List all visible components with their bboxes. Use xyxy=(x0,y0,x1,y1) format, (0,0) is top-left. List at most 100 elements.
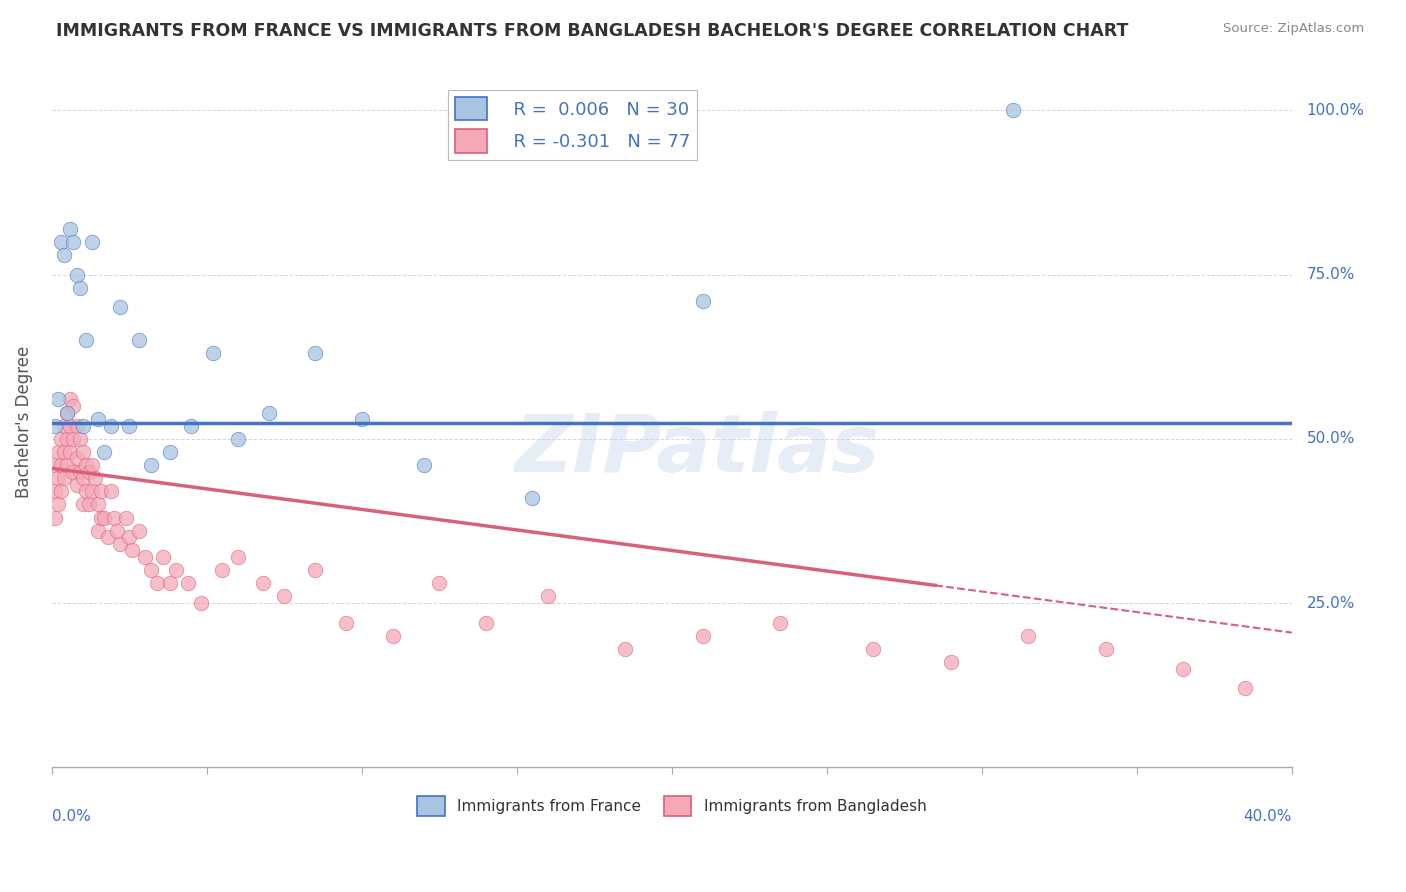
Point xyxy=(93,510,115,524)
Point xyxy=(80,484,103,499)
Text: 100.0%: 100.0% xyxy=(1306,103,1365,118)
Point xyxy=(159,576,181,591)
Point xyxy=(304,346,326,360)
Point xyxy=(128,524,150,538)
Point xyxy=(273,590,295,604)
Point xyxy=(211,563,233,577)
Point xyxy=(56,432,79,446)
Point xyxy=(80,235,103,249)
Point xyxy=(180,418,202,433)
Point xyxy=(226,432,249,446)
Point xyxy=(46,498,69,512)
Point xyxy=(75,333,97,347)
Text: ZIPatlas: ZIPatlas xyxy=(515,411,879,489)
Point xyxy=(152,549,174,564)
Point xyxy=(53,471,76,485)
Point xyxy=(77,465,100,479)
Legend: Immigrants from France, Immigrants from Bangladesh: Immigrants from France, Immigrants from … xyxy=(411,789,932,822)
Point xyxy=(257,405,280,419)
Point xyxy=(159,445,181,459)
Point xyxy=(65,418,87,433)
Point xyxy=(49,432,72,446)
Point xyxy=(44,458,66,472)
Point xyxy=(93,445,115,459)
Point xyxy=(769,615,792,630)
Text: IMMIGRANTS FROM FRANCE VS IMMIGRANTS FROM BANGLADESH BACHELOR'S DEGREE CORRELATI: IMMIGRANTS FROM FRANCE VS IMMIGRANTS FRO… xyxy=(56,22,1129,40)
Point xyxy=(72,498,94,512)
Point xyxy=(46,392,69,407)
Point xyxy=(96,530,118,544)
Point xyxy=(614,642,637,657)
Point xyxy=(69,281,91,295)
Point xyxy=(59,221,82,235)
Point xyxy=(427,576,450,591)
Point xyxy=(49,235,72,249)
Point xyxy=(939,655,962,669)
Point xyxy=(108,301,131,315)
Point xyxy=(165,563,187,577)
Point xyxy=(1094,642,1116,657)
Point xyxy=(69,465,91,479)
Point xyxy=(692,293,714,308)
Point xyxy=(692,629,714,643)
Point xyxy=(59,392,82,407)
Point xyxy=(80,458,103,472)
Point xyxy=(115,510,138,524)
Point xyxy=(108,537,131,551)
Point xyxy=(1173,662,1195,676)
Point xyxy=(1001,103,1024,118)
Text: Source: ZipAtlas.com: Source: ZipAtlas.com xyxy=(1223,22,1364,36)
Text: 25.0%: 25.0% xyxy=(1306,596,1355,610)
Text: 0.0%: 0.0% xyxy=(52,809,90,823)
Point xyxy=(128,333,150,347)
Point xyxy=(87,524,110,538)
Point xyxy=(69,432,91,446)
Point xyxy=(53,418,76,433)
Point xyxy=(56,405,79,419)
Point xyxy=(90,510,112,524)
Point xyxy=(90,484,112,499)
Point xyxy=(84,471,107,485)
Point xyxy=(862,642,884,657)
Point xyxy=(44,510,66,524)
Point xyxy=(304,563,326,577)
Point xyxy=(201,346,224,360)
Point xyxy=(56,458,79,472)
Point xyxy=(522,491,544,505)
Point xyxy=(72,471,94,485)
Point xyxy=(62,399,84,413)
Point xyxy=(62,235,84,249)
Point xyxy=(53,248,76,262)
Point xyxy=(190,596,212,610)
Point xyxy=(59,445,82,459)
Point xyxy=(77,498,100,512)
Point xyxy=(1234,681,1257,696)
Point xyxy=(72,418,94,433)
Point xyxy=(412,458,434,472)
Point xyxy=(72,445,94,459)
Point xyxy=(100,418,122,433)
Point xyxy=(118,530,141,544)
Point xyxy=(62,432,84,446)
Point xyxy=(49,484,72,499)
Text: 50.0%: 50.0% xyxy=(1306,431,1355,446)
Point xyxy=(134,549,156,564)
Point xyxy=(75,484,97,499)
Y-axis label: Bachelor's Degree: Bachelor's Degree xyxy=(15,346,32,499)
Point xyxy=(139,563,162,577)
Point xyxy=(381,629,404,643)
Point xyxy=(59,418,82,433)
Point xyxy=(474,615,496,630)
Point xyxy=(350,412,373,426)
Text: 40.0%: 40.0% xyxy=(1243,809,1292,823)
Point xyxy=(46,471,69,485)
Point xyxy=(44,484,66,499)
Point xyxy=(105,524,128,538)
Point xyxy=(53,445,76,459)
Point xyxy=(46,445,69,459)
Point xyxy=(44,418,66,433)
Point xyxy=(537,590,560,604)
Point xyxy=(177,576,200,591)
Point xyxy=(103,510,125,524)
Point xyxy=(87,498,110,512)
